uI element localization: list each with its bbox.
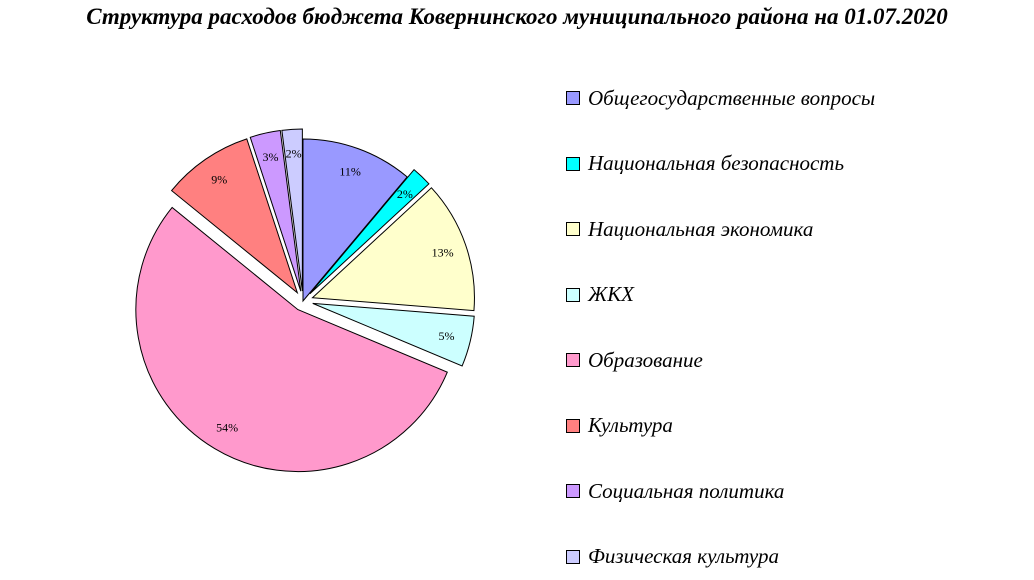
- legend-item: Национальная экономика: [566, 216, 813, 242]
- pie-slice: [312, 302, 475, 367]
- legend-item: Социальная политика: [566, 478, 784, 504]
- legend-label: Образование: [588, 347, 703, 372]
- legend-swatch: [566, 353, 580, 367]
- legend-swatch: [566, 91, 580, 105]
- pie-slice: [309, 168, 430, 295]
- slice-data-label: 11%: [339, 165, 361, 179]
- legend-swatch: [566, 156, 580, 171]
- slice-data-label: 13%: [432, 246, 454, 260]
- legend-label: ЖКХ: [588, 282, 635, 306]
- pie-slice: [135, 206, 448, 473]
- legend-swatch: [566, 484, 580, 498]
- slice-data-label: 2%: [397, 187, 413, 201]
- pie-slice: [281, 128, 303, 292]
- legend-item: ЖКХ: [566, 282, 634, 308]
- legend-swatch: [566, 222, 580, 236]
- pie-slice: [170, 138, 299, 295]
- legend-label: Национальная безопасность: [588, 151, 845, 175]
- legend-item: Физическая культура: [566, 544, 779, 570]
- legend-item: Общегосударственные вопросы: [566, 85, 875, 111]
- slice-data-label: 2%: [286, 147, 302, 161]
- legend-swatch: [566, 549, 580, 564]
- slice-data-label: 5%: [439, 329, 455, 343]
- legend-label: Социальная политика: [588, 478, 785, 503]
- legend-item: Культура: [566, 413, 673, 439]
- legend-label: Культура: [588, 413, 673, 437]
- legend-item: Образование: [566, 347, 703, 373]
- legend-item: Национальная безопасность: [566, 151, 844, 177]
- legend-swatch: [566, 418, 580, 433]
- pie-slice: [249, 129, 302, 292]
- legend-label: Общегосударственные вопросы: [588, 85, 876, 110]
- chart-title: Структура расходов бюджета Ковернинского…: [86, 4, 948, 29]
- legend-label: Физическая культура: [588, 544, 779, 568]
- legend-swatch: [566, 287, 580, 302]
- slice-data-label: 54%: [216, 421, 238, 435]
- slice-data-label: 3%: [262, 150, 278, 164]
- pie-slice: [302, 138, 408, 303]
- pie-slice: [311, 187, 475, 312]
- legend-label: Национальная экономика: [588, 216, 814, 241]
- slice-data-label: 9%: [211, 172, 227, 186]
